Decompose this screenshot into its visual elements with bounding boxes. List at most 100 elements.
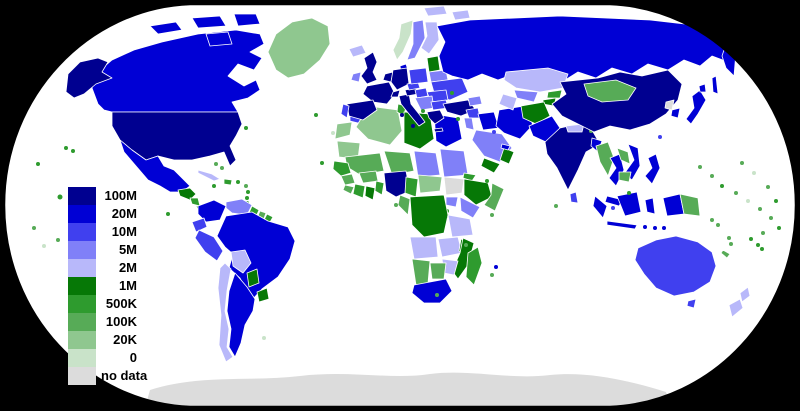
region-pacific-island bbox=[36, 162, 40, 166]
region-lesser-sunda bbox=[662, 226, 666, 230]
region-chile bbox=[217, 262, 234, 363]
region-canada bbox=[91, 29, 265, 113]
region-falklands bbox=[262, 336, 266, 340]
region-vietnam bbox=[623, 143, 641, 181]
region-pacific-island bbox=[766, 185, 770, 189]
region-oman bbox=[499, 147, 515, 165]
region-singapore bbox=[611, 206, 615, 210]
region-uruguay bbox=[256, 287, 270, 303]
region-argentina bbox=[226, 272, 256, 358]
region-antarctica bbox=[144, 372, 672, 407]
region-botswana bbox=[429, 262, 447, 280]
region-angola bbox=[409, 236, 439, 260]
region-fiji bbox=[756, 243, 760, 247]
region-hungary bbox=[414, 87, 429, 99]
region-moldova bbox=[450, 91, 454, 95]
region-benin-togo bbox=[374, 180, 385, 196]
region-kenya bbox=[459, 196, 481, 219]
region-peru bbox=[194, 229, 224, 262]
region-western-sahara bbox=[334, 121, 353, 140]
region-bermuda bbox=[244, 126, 248, 130]
legend-label: 100K bbox=[105, 314, 137, 329]
legend-row: 10M bbox=[68, 223, 137, 241]
region-sweden bbox=[406, 19, 426, 61]
region-mozambique bbox=[451, 237, 475, 280]
region-ireland bbox=[350, 71, 362, 83]
region-caucasus bbox=[467, 95, 483, 107]
legend-row: 100K bbox=[68, 313, 137, 331]
region-lesotho bbox=[435, 293, 439, 297]
region-bahamas bbox=[220, 166, 224, 170]
region-maldives bbox=[554, 204, 558, 208]
legend-row: 20M bbox=[68, 205, 137, 223]
region-fiji bbox=[760, 247, 764, 251]
region-tanzania bbox=[447, 214, 474, 238]
region-kuwait bbox=[492, 130, 496, 134]
region-greenland bbox=[267, 17, 331, 79]
region-pacific-island bbox=[746, 199, 750, 203]
legend-swatch bbox=[68, 259, 96, 277]
region-java bbox=[606, 220, 638, 230]
region-guinea bbox=[340, 173, 356, 186]
region-ethiopia bbox=[463, 178, 493, 206]
region-cambodia bbox=[618, 171, 632, 183]
region-yemen bbox=[480, 157, 501, 174]
region-dr-congo bbox=[409, 194, 449, 238]
region-pacific-island bbox=[740, 161, 744, 165]
region-colombia bbox=[197, 199, 227, 223]
legend-row: 100M bbox=[68, 187, 137, 205]
region-egypt bbox=[433, 113, 463, 148]
region-portugal bbox=[340, 103, 350, 119]
region-papua-new-guinea bbox=[679, 193, 701, 217]
region-uae bbox=[500, 143, 511, 151]
region-hawaii bbox=[64, 146, 68, 150]
region-lesser-sunda bbox=[643, 225, 647, 229]
region-syria bbox=[465, 107, 481, 119]
region-liberia bbox=[342, 184, 355, 195]
region-laos bbox=[616, 147, 631, 165]
region-chad bbox=[413, 150, 441, 178]
legend-swatch bbox=[68, 277, 96, 295]
region-poland bbox=[408, 67, 429, 85]
legend-label: 500K bbox=[105, 296, 137, 311]
legend-row: 1M bbox=[68, 277, 137, 295]
region-vanuatu bbox=[729, 242, 733, 246]
region-antilles bbox=[245, 196, 249, 200]
legend-label: 20M bbox=[111, 206, 137, 221]
region-ecuador bbox=[191, 217, 208, 233]
legend-label: 100M bbox=[104, 188, 137, 203]
region-comoros bbox=[464, 243, 468, 247]
region-sri-lanka bbox=[569, 191, 579, 204]
region-hokkaido bbox=[698, 83, 707, 93]
region-niger bbox=[383, 150, 415, 176]
region-italy bbox=[398, 93, 426, 127]
region-libya bbox=[403, 111, 435, 150]
region-sicily bbox=[411, 124, 415, 128]
region-crete bbox=[433, 127, 444, 133]
region-uzbekistan bbox=[513, 89, 539, 103]
legend-swatch bbox=[68, 223, 96, 241]
region-seychelles bbox=[490, 213, 494, 217]
region-turkmenistan bbox=[498, 93, 518, 111]
region-finland bbox=[420, 21, 440, 55]
region-baltics bbox=[426, 55, 441, 73]
region-zambia bbox=[437, 236, 463, 258]
legend-label: 0 bbox=[129, 350, 137, 365]
legend-label: 1M bbox=[118, 278, 137, 293]
region-cameroon bbox=[404, 176, 419, 198]
region-solomon-islands bbox=[716, 223, 720, 227]
legend-swatch bbox=[68, 331, 96, 349]
legend-label: 2M bbox=[118, 260, 137, 275]
region-tasmania bbox=[686, 298, 697, 309]
region-south-africa bbox=[411, 278, 453, 304]
region-djibouti bbox=[485, 179, 489, 183]
region-ghana bbox=[364, 185, 376, 201]
region-canary-islands bbox=[331, 131, 335, 135]
legend-row: 2M bbox=[68, 259, 137, 277]
region-somalia bbox=[483, 182, 505, 212]
region-sardinia bbox=[400, 113, 404, 117]
legend-swatch bbox=[68, 241, 96, 259]
region-uganda bbox=[445, 196, 459, 208]
region-senegal bbox=[332, 160, 352, 177]
